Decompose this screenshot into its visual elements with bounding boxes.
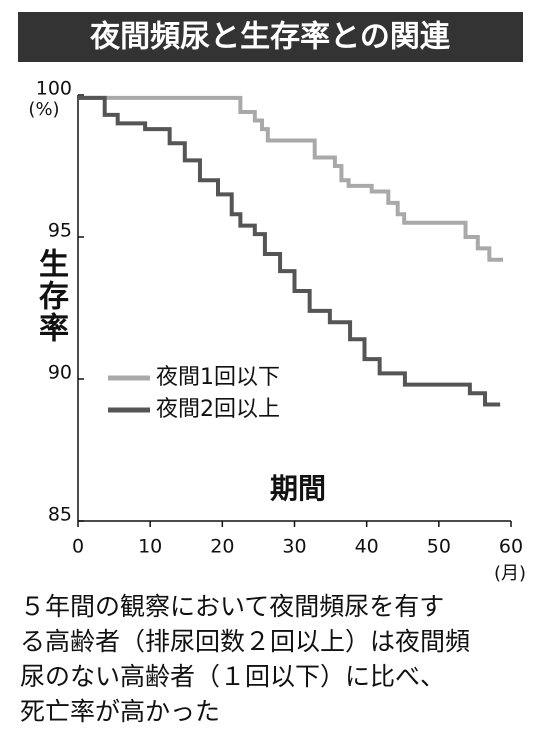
- x-unit: (月): [494, 563, 526, 584]
- y-tick-label: 90: [48, 362, 72, 384]
- title-banner: [18, 12, 523, 62]
- chart-title: 夜間頻尿と生存率との関連: [89, 20, 451, 55]
- x-tick-label: 30: [282, 536, 306, 558]
- y-tick-label: 95: [48, 220, 72, 242]
- y-tick-label: 85: [48, 504, 72, 526]
- y-axis-label: 生存率: [33, 248, 68, 344]
- x-tick-label: 20: [210, 536, 234, 558]
- caption-line: る高齢者（排尿回数２回以上）は夜間頻: [20, 627, 470, 656]
- x-tick-label: 0: [72, 536, 84, 558]
- y-tick-label: 100: [36, 78, 72, 100]
- x-axis-label: 期間: [270, 472, 326, 505]
- caption-line: ５年間の観察において夜間頻尿を有す: [20, 592, 444, 621]
- x-tick-label: 60: [499, 536, 523, 558]
- caption-line: 尿のない高齢者（１回以下）に比べ、: [20, 662, 445, 691]
- x-tick-label: 10: [138, 536, 162, 558]
- caption-line: 死亡率が高かった: [20, 697, 220, 726]
- legend-label: 夜間1回以下: [156, 365, 280, 390]
- legend-label: 夜間2回以上: [156, 397, 280, 422]
- x-tick-label: 50: [427, 536, 451, 558]
- series-line: [78, 95, 501, 407]
- y-unit: (%): [28, 99, 59, 120]
- x-tick-label: 40: [355, 536, 379, 558]
- series-line: [78, 95, 504, 262]
